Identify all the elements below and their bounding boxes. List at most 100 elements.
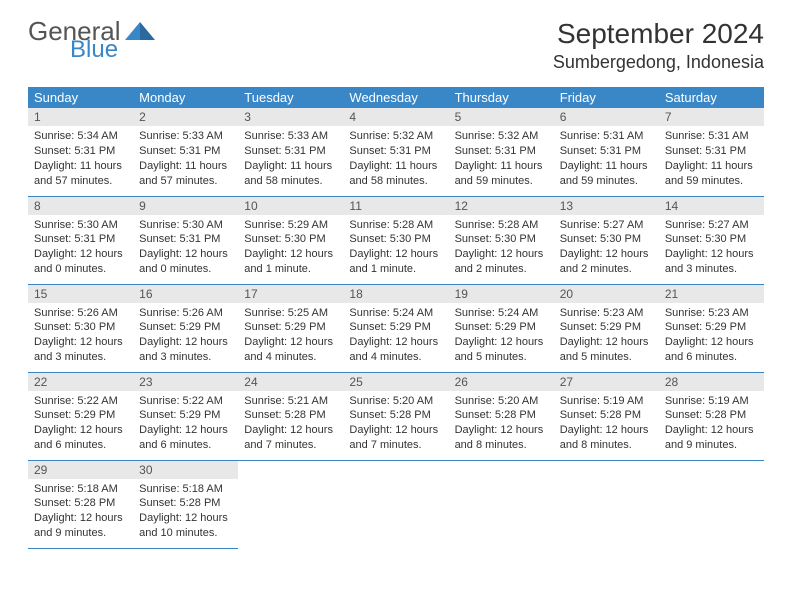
day-content: Sunrise: 5:23 AMSunset: 5:29 PMDaylight:…	[554, 303, 659, 371]
calendar-cell: 8Sunrise: 5:30 AMSunset: 5:31 PMDaylight…	[28, 196, 133, 284]
day-number: 28	[659, 373, 764, 391]
day-content: Sunrise: 5:25 AMSunset: 5:29 PMDaylight:…	[238, 303, 343, 371]
calendar-head: SundayMondayTuesdayWednesdayThursdayFrid…	[28, 87, 764, 108]
day-content: Sunrise: 5:27 AMSunset: 5:30 PMDaylight:…	[554, 215, 659, 283]
title-block: September 2024 Sumbergedong, Indonesia	[553, 18, 764, 73]
day-number: 16	[133, 285, 238, 303]
calendar-cell: 25Sunrise: 5:20 AMSunset: 5:28 PMDayligh…	[343, 372, 448, 460]
day-content: Sunrise: 5:26 AMSunset: 5:29 PMDaylight:…	[133, 303, 238, 371]
day-number: 5	[449, 108, 554, 126]
calendar-cell: 28Sunrise: 5:19 AMSunset: 5:28 PMDayligh…	[659, 372, 764, 460]
day-content: Sunrise: 5:26 AMSunset: 5:30 PMDaylight:…	[28, 303, 133, 371]
calendar-cell: 13Sunrise: 5:27 AMSunset: 5:30 PMDayligh…	[554, 196, 659, 284]
header: General Blue September 2024 Sumbergedong…	[28, 18, 764, 73]
calendar-cell: 16Sunrise: 5:26 AMSunset: 5:29 PMDayligh…	[133, 284, 238, 372]
day-content: Sunrise: 5:23 AMSunset: 5:29 PMDaylight:…	[659, 303, 764, 371]
day-number: 22	[28, 373, 133, 391]
day-content: Sunrise: 5:19 AMSunset: 5:28 PMDaylight:…	[659, 391, 764, 459]
calendar-cell: 9Sunrise: 5:30 AMSunset: 5:31 PMDaylight…	[133, 196, 238, 284]
month-title: September 2024	[553, 18, 764, 50]
day-content: Sunrise: 5:33 AMSunset: 5:31 PMDaylight:…	[133, 126, 238, 194]
calendar-cell: 3Sunrise: 5:33 AMSunset: 5:31 PMDaylight…	[238, 108, 343, 196]
day-number: 15	[28, 285, 133, 303]
calendar-cell	[238, 460, 343, 548]
day-number: 4	[343, 108, 448, 126]
day-content: Sunrise: 5:24 AMSunset: 5:29 PMDaylight:…	[343, 303, 448, 371]
day-number: 13	[554, 197, 659, 215]
day-content: Sunrise: 5:18 AMSunset: 5:28 PMDaylight:…	[28, 479, 133, 547]
day-content: Sunrise: 5:32 AMSunset: 5:31 PMDaylight:…	[449, 126, 554, 194]
day-header: Friday	[554, 87, 659, 108]
calendar-cell: 1Sunrise: 5:34 AMSunset: 5:31 PMDaylight…	[28, 108, 133, 196]
day-header: Sunday	[28, 87, 133, 108]
day-number: 10	[238, 197, 343, 215]
day-header: Wednesday	[343, 87, 448, 108]
day-content: Sunrise: 5:31 AMSunset: 5:31 PMDaylight:…	[659, 126, 764, 194]
calendar-cell: 26Sunrise: 5:20 AMSunset: 5:28 PMDayligh…	[449, 372, 554, 460]
day-content: Sunrise: 5:29 AMSunset: 5:30 PMDaylight:…	[238, 215, 343, 283]
day-content: Sunrise: 5:22 AMSunset: 5:29 PMDaylight:…	[28, 391, 133, 459]
day-content: Sunrise: 5:22 AMSunset: 5:29 PMDaylight:…	[133, 391, 238, 459]
calendar-cell: 15Sunrise: 5:26 AMSunset: 5:30 PMDayligh…	[28, 284, 133, 372]
day-header: Tuesday	[238, 87, 343, 108]
day-content: Sunrise: 5:33 AMSunset: 5:31 PMDaylight:…	[238, 126, 343, 194]
calendar-cell: 14Sunrise: 5:27 AMSunset: 5:30 PMDayligh…	[659, 196, 764, 284]
day-number: 25	[343, 373, 448, 391]
calendar-body: 1Sunrise: 5:34 AMSunset: 5:31 PMDaylight…	[28, 108, 764, 548]
day-number: 17	[238, 285, 343, 303]
day-number: 1	[28, 108, 133, 126]
day-header: Monday	[133, 87, 238, 108]
day-content: Sunrise: 5:18 AMSunset: 5:28 PMDaylight:…	[133, 479, 238, 547]
day-number: 26	[449, 373, 554, 391]
calendar-cell	[449, 460, 554, 548]
day-content: Sunrise: 5:27 AMSunset: 5:30 PMDaylight:…	[659, 215, 764, 283]
day-header: Thursday	[449, 87, 554, 108]
day-content: Sunrise: 5:31 AMSunset: 5:31 PMDaylight:…	[554, 126, 659, 194]
calendar-cell: 6Sunrise: 5:31 AMSunset: 5:31 PMDaylight…	[554, 108, 659, 196]
day-content: Sunrise: 5:21 AMSunset: 5:28 PMDaylight:…	[238, 391, 343, 459]
day-number: 7	[659, 108, 764, 126]
location: Sumbergedong, Indonesia	[553, 52, 764, 73]
calendar-cell: 24Sunrise: 5:21 AMSunset: 5:28 PMDayligh…	[238, 372, 343, 460]
day-content: Sunrise: 5:20 AMSunset: 5:28 PMDaylight:…	[449, 391, 554, 459]
day-number: 29	[28, 461, 133, 479]
calendar-cell: 22Sunrise: 5:22 AMSunset: 5:29 PMDayligh…	[28, 372, 133, 460]
calendar-cell: 29Sunrise: 5:18 AMSunset: 5:28 PMDayligh…	[28, 460, 133, 548]
calendar-cell: 5Sunrise: 5:32 AMSunset: 5:31 PMDaylight…	[449, 108, 554, 196]
day-number: 3	[238, 108, 343, 126]
calendar-cell: 30Sunrise: 5:18 AMSunset: 5:28 PMDayligh…	[133, 460, 238, 548]
calendar-cell	[659, 460, 764, 548]
day-number: 8	[28, 197, 133, 215]
day-content: Sunrise: 5:19 AMSunset: 5:28 PMDaylight:…	[554, 391, 659, 459]
calendar-cell: 10Sunrise: 5:29 AMSunset: 5:30 PMDayligh…	[238, 196, 343, 284]
day-content: Sunrise: 5:24 AMSunset: 5:29 PMDaylight:…	[449, 303, 554, 371]
calendar-cell: 11Sunrise: 5:28 AMSunset: 5:30 PMDayligh…	[343, 196, 448, 284]
calendar-cell: 17Sunrise: 5:25 AMSunset: 5:29 PMDayligh…	[238, 284, 343, 372]
day-number: 21	[659, 285, 764, 303]
calendar-cell: 21Sunrise: 5:23 AMSunset: 5:29 PMDayligh…	[659, 284, 764, 372]
day-content: Sunrise: 5:28 AMSunset: 5:30 PMDaylight:…	[449, 215, 554, 283]
day-header: Saturday	[659, 87, 764, 108]
calendar-cell: 4Sunrise: 5:32 AMSunset: 5:31 PMDaylight…	[343, 108, 448, 196]
day-number: 12	[449, 197, 554, 215]
day-number: 19	[449, 285, 554, 303]
day-number: 27	[554, 373, 659, 391]
day-content: Sunrise: 5:20 AMSunset: 5:28 PMDaylight:…	[343, 391, 448, 459]
calendar-table: SundayMondayTuesdayWednesdayThursdayFrid…	[28, 87, 764, 549]
day-content: Sunrise: 5:30 AMSunset: 5:31 PMDaylight:…	[28, 215, 133, 283]
calendar-cell: 2Sunrise: 5:33 AMSunset: 5:31 PMDaylight…	[133, 108, 238, 196]
day-number: 6	[554, 108, 659, 126]
day-number: 11	[343, 197, 448, 215]
day-number: 9	[133, 197, 238, 215]
calendar-cell: 23Sunrise: 5:22 AMSunset: 5:29 PMDayligh…	[133, 372, 238, 460]
calendar-cell	[343, 460, 448, 548]
day-content: Sunrise: 5:34 AMSunset: 5:31 PMDaylight:…	[28, 126, 133, 194]
calendar-cell	[554, 460, 659, 548]
day-number: 30	[133, 461, 238, 479]
day-content: Sunrise: 5:30 AMSunset: 5:31 PMDaylight:…	[133, 215, 238, 283]
calendar-cell: 7Sunrise: 5:31 AMSunset: 5:31 PMDaylight…	[659, 108, 764, 196]
logo-text-blue: Blue	[70, 38, 155, 62]
calendar-cell: 19Sunrise: 5:24 AMSunset: 5:29 PMDayligh…	[449, 284, 554, 372]
logo: General Blue	[28, 18, 155, 62]
day-content: Sunrise: 5:32 AMSunset: 5:31 PMDaylight:…	[343, 126, 448, 194]
